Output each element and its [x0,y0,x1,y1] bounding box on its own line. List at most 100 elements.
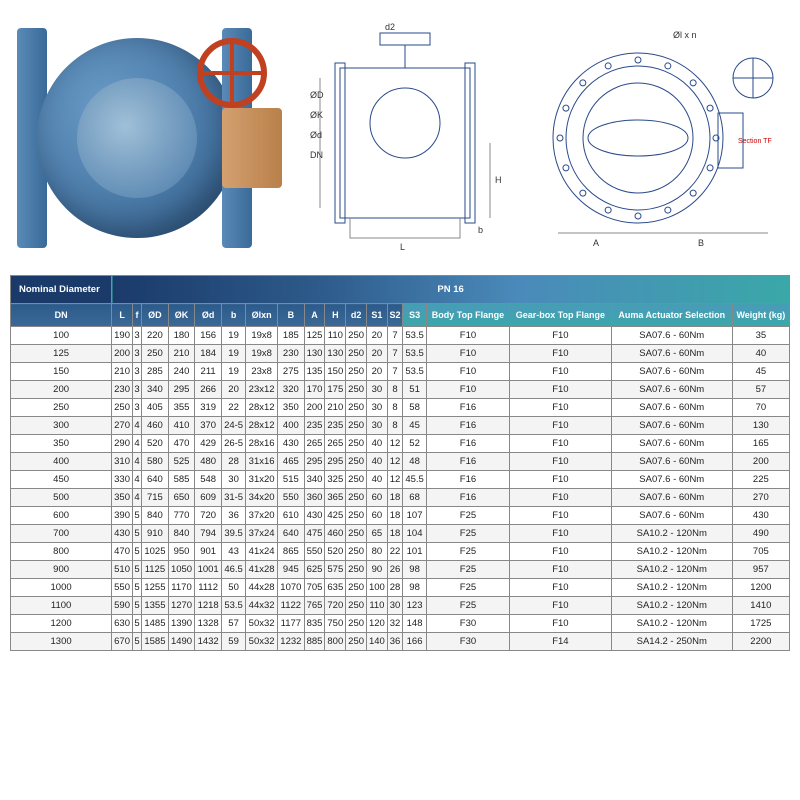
svg-text:d2: d2 [385,22,395,32]
table-cell: 720 [325,597,346,615]
table-cell: 1122 [278,597,305,615]
table-cell: 200 [732,453,789,471]
table-cell: 166 [403,633,427,651]
svg-text:b: b [478,225,483,235]
table-cell: 3 [132,345,141,363]
table-cell: 1112 [195,579,222,597]
table-cell: 31x16 [246,453,278,471]
table-cell: 30 [367,381,388,399]
table-cell: 18 [387,507,402,525]
table-cell: 68 [403,489,427,507]
table-cell: F10 [426,381,509,399]
table-cell: 12 [387,471,402,489]
table-cell: 640 [142,471,169,489]
table-cell: 350 [278,399,305,417]
table-cell: 80 [367,543,388,561]
table-cell: 520 [142,435,169,453]
table-cell: 26 [387,561,402,579]
col-header: A [304,304,325,327]
table-cell: 410 [168,417,195,435]
table-cell: 24-5 [221,417,245,435]
table-cell: 520 [325,543,346,561]
table-cell: 550 [112,579,133,597]
table-cell: 150 [325,363,346,381]
table-cell: 39.5 [221,525,245,543]
spec-table: Nominal Diameter PN 16 DNLfØDØKØdbØlxnBA… [10,275,790,651]
table-cell: 460 [325,525,346,543]
table-cell: 250 [346,327,367,345]
table-cell: 525 [168,453,195,471]
table-cell: 36 [387,633,402,651]
table-cell: 885 [304,633,325,651]
table-cell: 580 [142,453,169,471]
table-cell: 225 [732,471,789,489]
table-cell: 210 [112,363,133,381]
svg-text:DN: DN [310,150,323,160]
table-cell: 250 [346,579,367,597]
table-cell: 1001 [195,561,222,579]
table-cell: 705 [732,543,789,561]
table-cell: 1125 [142,561,169,579]
table-cell: 840 [142,507,169,525]
table-row: 40031045805254802831x1646529529525040124… [11,453,790,471]
table-cell: 295 [304,453,325,471]
table-cell: 840 [168,525,195,543]
table-cell: 53.5 [403,345,427,363]
table-cell: F10 [509,363,611,381]
table-cell: 600 [11,507,112,525]
table-cell: 1390 [168,615,195,633]
table-cell: 107 [403,507,427,525]
table-cell: SA07.6 - 60Nm [611,327,732,345]
table-cell: 120 [367,615,388,633]
table-cell: 8 [387,381,402,399]
table-cell: 210 [168,345,195,363]
svg-text:Section TF: Section TF [738,138,772,145]
table-cell: 1025 [142,543,169,561]
table-cell: 175 [325,381,346,399]
table-cell: 130 [325,345,346,363]
table-cell: 1355 [142,597,169,615]
table-cell: SA10.2 - 120Nm [611,561,732,579]
table-cell: 43 [221,543,245,561]
table-cell: 20 [367,363,388,381]
table-cell: 31-5 [221,489,245,507]
table-cell: 150 [11,363,112,381]
table-cell: 170 [304,381,325,399]
table-cell: 470 [168,435,195,453]
table-cell: SA07.6 - 60Nm [611,471,732,489]
table-cell: 4 [132,489,141,507]
table-row: 25025034053553192228x1235020021025030858… [11,399,790,417]
table-cell: 100 [11,327,112,345]
table-cell: 125 [304,327,325,345]
table-cell: 41x24 [246,543,278,561]
table-cell: 37x20 [246,507,278,525]
table-cell: F10 [426,345,509,363]
table-row: 350290452047042926-528x16430265265250401… [11,435,790,453]
table-cell: 625 [304,561,325,579]
table-cell: 211 [195,363,222,381]
table-cell: F10 [509,417,611,435]
table-cell: 901 [195,543,222,561]
col-header: S2 [387,304,402,327]
svg-text:L: L [400,242,405,252]
handwheel-icon [197,38,267,108]
table-row: 15021032852402111923x827513515025020753.… [11,363,790,381]
table-cell: 210 [325,399,346,417]
table-cell: 12 [387,435,402,453]
table-cell: 45.5 [403,471,427,489]
table-cell: 53.5 [403,327,427,345]
table-cell: 165 [732,435,789,453]
table-cell: 235 [304,417,325,435]
table-cell: 40 [732,345,789,363]
table-cell: 355 [168,399,195,417]
table-cell: 270 [732,489,789,507]
col-header: ØD [142,304,169,327]
table-cell: SA07.6 - 60Nm [611,399,732,417]
table-cell: SA07.6 - 60Nm [611,453,732,471]
table-cell: 5 [132,507,141,525]
table-cell: 123 [403,597,427,615]
col-header: DN [11,304,112,327]
table-cell: 957 [732,561,789,579]
table-cell: 340 [142,381,169,399]
table-cell: 630 [112,615,133,633]
